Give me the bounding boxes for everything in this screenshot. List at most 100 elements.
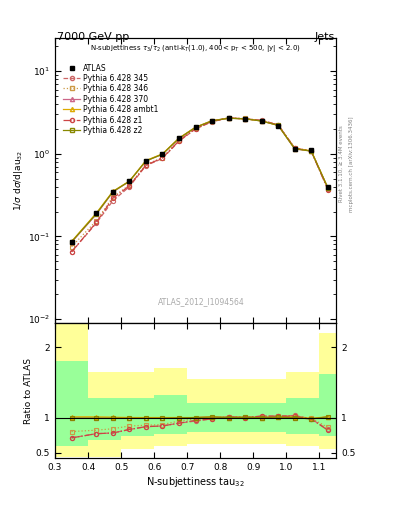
Pythia 6.428 z2 bbox=[143, 158, 148, 164]
Pythia 6.428 ambt1 bbox=[210, 118, 215, 124]
ATLAS bbox=[325, 184, 330, 190]
Text: ATLAS_2012_I1094564: ATLAS_2012_I1094564 bbox=[158, 297, 244, 306]
Pythia 6.428 370 bbox=[243, 116, 248, 122]
Bar bbox=[187, 379, 220, 443]
Legend: ATLAS, Pythia 6.428 345, Pythia 6.428 346, Pythia 6.428 370, Pythia 6.428 ambt1,: ATLAS, Pythia 6.428 345, Pythia 6.428 34… bbox=[62, 62, 160, 136]
ATLAS bbox=[259, 118, 264, 124]
Bar bbox=[154, 369, 187, 445]
Pythia 6.428 346 bbox=[243, 115, 248, 121]
Bar bbox=[88, 372, 121, 457]
Pythia 6.428 345 bbox=[309, 148, 314, 154]
Pythia 6.428 370 bbox=[110, 189, 115, 195]
Bar bbox=[320, 374, 336, 437]
Pythia 6.428 ambt1 bbox=[292, 145, 297, 152]
Pythia 6.428 346 bbox=[210, 118, 215, 124]
Line: Pythia 6.428 ambt1: Pythia 6.428 ambt1 bbox=[70, 116, 330, 244]
ATLAS bbox=[94, 210, 99, 217]
Pythia 6.428 ambt1 bbox=[143, 158, 148, 164]
Pythia 6.428 346 bbox=[94, 218, 99, 224]
Pythia 6.428 ambt1 bbox=[176, 135, 181, 141]
Pythia 6.428 370 bbox=[94, 211, 99, 218]
Bar bbox=[121, 372, 154, 449]
Pythia 6.428 345 bbox=[276, 122, 281, 128]
Pythia 6.428 z1 bbox=[160, 155, 165, 161]
Pythia 6.428 ambt1 bbox=[276, 122, 281, 129]
ATLAS bbox=[127, 178, 132, 184]
Pythia 6.428 ambt1 bbox=[259, 118, 264, 124]
Pythia 6.428 z1 bbox=[325, 186, 330, 193]
Pythia 6.428 ambt1 bbox=[110, 188, 115, 195]
Y-axis label: 1/$\sigma$ d$\sigma$/d|au$_{32}$: 1/$\sigma$ d$\sigma$/d|au$_{32}$ bbox=[12, 150, 25, 211]
Pythia 6.428 z2 bbox=[325, 184, 330, 190]
Pythia 6.428 z2 bbox=[110, 188, 115, 195]
ATLAS bbox=[143, 158, 148, 164]
ATLAS bbox=[276, 122, 281, 129]
Bar bbox=[154, 395, 187, 434]
Pythia 6.428 346 bbox=[259, 118, 264, 124]
Pythia 6.428 345 bbox=[110, 198, 115, 204]
Pythia 6.428 345 bbox=[69, 249, 74, 255]
Pythia 6.428 370 bbox=[210, 118, 215, 124]
Pythia 6.428 z1 bbox=[259, 117, 264, 123]
Pythia 6.428 z1 bbox=[309, 148, 314, 154]
Pythia 6.428 370 bbox=[176, 135, 181, 141]
Pythia 6.428 z2 bbox=[259, 118, 264, 124]
Pythia 6.428 ambt1 bbox=[94, 210, 99, 216]
Pythia 6.428 370 bbox=[69, 239, 74, 245]
Y-axis label: Ratio to ATLAS: Ratio to ATLAS bbox=[24, 357, 33, 423]
Pythia 6.428 345 bbox=[259, 117, 264, 123]
Pythia 6.428 370 bbox=[309, 148, 314, 154]
Pythia 6.428 z1 bbox=[143, 162, 148, 168]
Line: Pythia 6.428 346: Pythia 6.428 346 bbox=[70, 116, 330, 249]
Pythia 6.428 345 bbox=[94, 220, 99, 226]
Line: Pythia 6.428 z2: Pythia 6.428 z2 bbox=[70, 116, 330, 244]
Text: Rivet 3.1.10, ≥ 3.4M events: Rivet 3.1.10, ≥ 3.4M events bbox=[339, 125, 344, 202]
Pythia 6.428 346 bbox=[69, 244, 74, 250]
Pythia 6.428 ambt1 bbox=[243, 116, 248, 122]
Pythia 6.428 z2 bbox=[276, 122, 281, 129]
Pythia 6.428 z1 bbox=[226, 115, 231, 121]
ATLAS bbox=[210, 118, 215, 124]
Pythia 6.428 z2 bbox=[226, 115, 231, 121]
Pythia 6.428 346 bbox=[292, 145, 297, 151]
ATLAS bbox=[69, 239, 74, 245]
ATLAS bbox=[160, 151, 165, 157]
ATLAS bbox=[110, 188, 115, 195]
Bar bbox=[253, 379, 286, 443]
Bar bbox=[88, 398, 121, 440]
Pythia 6.428 ambt1 bbox=[160, 151, 165, 157]
Pythia 6.428 ambt1 bbox=[69, 239, 74, 245]
Line: Pythia 6.428 345: Pythia 6.428 345 bbox=[70, 116, 330, 254]
Pythia 6.428 346 bbox=[193, 125, 198, 131]
Pythia 6.428 345 bbox=[243, 116, 248, 122]
Pythia 6.428 345 bbox=[127, 184, 132, 190]
Pythia 6.428 z2 bbox=[210, 118, 215, 124]
Pythia 6.428 346 bbox=[226, 115, 231, 121]
Text: N-subjettiness $\tau_3/\tau_2$ (anti-k$_T$(1.0), 400< p$_T$ < 500, |y| < 2.0): N-subjettiness $\tau_3/\tau_2$ (anti-k$_… bbox=[90, 42, 301, 54]
Pythia 6.428 z1 bbox=[176, 138, 181, 144]
Pythia 6.428 ambt1 bbox=[226, 115, 231, 121]
Bar bbox=[220, 403, 253, 432]
Bar bbox=[253, 403, 286, 432]
Pythia 6.428 370 bbox=[127, 178, 132, 184]
ATLAS bbox=[193, 124, 198, 131]
Pythia 6.428 345 bbox=[143, 163, 148, 169]
Pythia 6.428 346 bbox=[110, 194, 115, 200]
Pythia 6.428 z1 bbox=[243, 116, 248, 122]
Pythia 6.428 z2 bbox=[176, 135, 181, 141]
Pythia 6.428 z1 bbox=[276, 122, 281, 128]
Bar bbox=[121, 398, 154, 436]
Pythia 6.428 ambt1 bbox=[309, 147, 314, 154]
Pythia 6.428 346 bbox=[160, 155, 165, 161]
Pythia 6.428 346 bbox=[276, 122, 281, 128]
Pythia 6.428 z2 bbox=[160, 151, 165, 157]
ATLAS bbox=[176, 135, 181, 141]
Text: mcplots.cern.ch [arXiv:1306.3436]: mcplots.cern.ch [arXiv:1306.3436] bbox=[349, 116, 354, 211]
Pythia 6.428 346 bbox=[176, 137, 181, 143]
Pythia 6.428 346 bbox=[309, 147, 314, 154]
Pythia 6.428 345 bbox=[160, 155, 165, 161]
Text: 7000 GeV pp: 7000 GeV pp bbox=[57, 32, 129, 42]
Pythia 6.428 z1 bbox=[94, 219, 99, 225]
Pythia 6.428 346 bbox=[127, 182, 132, 188]
ATLAS bbox=[292, 146, 297, 152]
